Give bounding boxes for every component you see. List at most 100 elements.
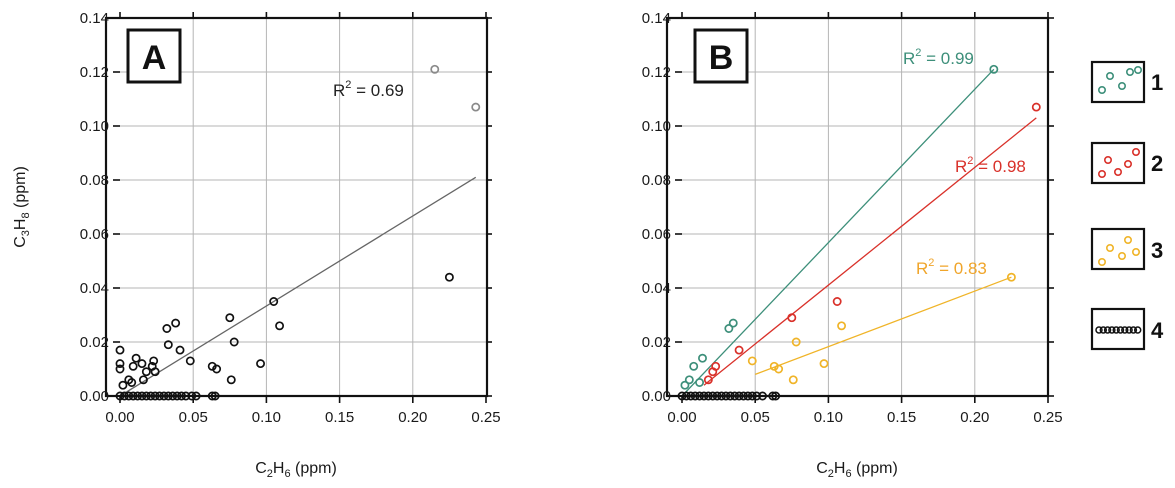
panel-a-ytick-label: 0.08 (80, 172, 109, 189)
legend-marker-3 (1124, 236, 1133, 245)
series-2-point (787, 313, 797, 323)
panel-a-point (225, 313, 235, 323)
legend-marker-2 (1124, 160, 1133, 169)
panel-a-point (115, 345, 125, 355)
legend-marker-2 (1114, 168, 1123, 177)
panel-a-xtick-label: 0.00 (105, 409, 134, 426)
panel-a-point (226, 375, 236, 385)
legend-marker-2 (1104, 156, 1113, 165)
panel-a-point (118, 380, 128, 390)
series-2-point (734, 345, 744, 355)
panel-a-point (115, 364, 125, 374)
panel-b-ytick-label: 0.04 (642, 280, 671, 297)
series-3-point (819, 359, 829, 369)
legend-swatch-1 (1098, 66, 1143, 95)
panel-a-point (150, 367, 160, 377)
legend-marker-3 (1106, 244, 1115, 253)
panel-a-point (137, 359, 147, 369)
panel-a-r2: R2 = 0.69 (333, 79, 404, 100)
legend-marker-4 (1112, 326, 1120, 334)
series-1-point (989, 64, 999, 74)
legend-marker-1 (1126, 68, 1135, 77)
panel-a-xtick-label: 0.20 (398, 409, 427, 426)
panel-a-point (185, 356, 195, 366)
panel-b-xtick-label: 0.05 (741, 409, 770, 426)
legend-swatch-4 (1095, 326, 1142, 334)
series-2-r2: R2 = 0.98 (955, 155, 1026, 176)
series-2-point (1031, 102, 1041, 112)
series-2-point (703, 375, 713, 385)
panel-a-point (212, 364, 222, 374)
series-3-point (791, 337, 801, 347)
panel-b-points (677, 64, 1041, 401)
panel-b-ytick-label: 0.06 (642, 226, 671, 243)
panel-b-xtick-label: 0.25 (1033, 409, 1062, 426)
panel-a-ytick-label: 0.00 (80, 388, 109, 405)
series-1-point (695, 378, 705, 387)
panel-a-ytick-label: 0.02 (80, 334, 109, 351)
series-3-point (788, 375, 798, 385)
panel-b-frame (665, 16, 1050, 398)
panel-a-point (131, 353, 141, 363)
panel-a-point-outlier (471, 102, 481, 112)
legend-marker-1 (1118, 82, 1127, 91)
panel-a-point (149, 356, 159, 366)
panel-a-point (229, 337, 239, 347)
panel-b-xtick-label: 0.20 (960, 409, 989, 426)
panel-a-point (115, 359, 125, 369)
panel-b-ytick-label: 0.12 (642, 64, 671, 81)
series-2-fit-line (703, 117, 1037, 386)
panel-a-xtick-label: 0.25 (471, 409, 500, 426)
panel-a-point (128, 361, 138, 371)
panel-a-frame (104, 16, 489, 398)
panel-b-xtick-label: 0.15 (887, 409, 916, 426)
panel-b-label-box: B (693, 28, 749, 84)
panel-a-point (175, 345, 185, 355)
legend-marker-2 (1132, 148, 1141, 157)
panel-b-ticks: 0.00 0.05 0.10 0.15 0.20 0.25 0.00 0.02 0.04 0.06… (642, 10, 1063, 426)
legend-marker-4 (1133, 326, 1142, 334)
panel-a-ytick-label: 0.10 (80, 118, 109, 135)
panel-a-ytick-label: 0.06 (80, 226, 109, 243)
panel-a-label-box: A (126, 28, 182, 84)
legend-swatch-2 (1098, 148, 1141, 179)
series-3-point (1006, 272, 1016, 282)
panel-a-point (256, 359, 265, 369)
panel-a-letter: A (142, 39, 167, 77)
panel-b-xtick-label: 0.00 (667, 409, 696, 426)
panel-b-ytick-label: 0.14 (642, 10, 671, 27)
panel-a-grid (120, 18, 486, 396)
legend-label-3: 3 (1151, 238, 1163, 263)
legend-marker-4 (1121, 326, 1129, 334)
legend-marker-4 (1095, 326, 1103, 334)
legend-item-4: 4 (1090, 307, 1164, 351)
legend-marker-1 (1098, 86, 1107, 95)
legend-swatch-3 (1098, 236, 1141, 266)
panel-b-ytick-label: 0.10 (642, 118, 671, 135)
series-3-point (774, 364, 784, 374)
panel-b-xtick-label: 0.10 (814, 409, 843, 426)
legend-item-1: 1 (1090, 60, 1163, 104)
series-1-point (728, 318, 738, 328)
legend-marker-4 (1099, 326, 1108, 334)
series-3-point (747, 356, 757, 366)
legend-marker-3 (1098, 257, 1107, 266)
panel-a-ytick-label: 0.14 (80, 10, 109, 27)
panel-a-point (269, 297, 279, 306)
series-3-point (837, 321, 847, 331)
legend-label-2: 2 (1151, 151, 1163, 176)
legend-marker-1 (1134, 66, 1143, 75)
panel-a-point (444, 272, 454, 282)
legend-marker-2 (1098, 170, 1107, 179)
panel-a-point (162, 324, 172, 333)
series-1-point (684, 375, 694, 385)
panel-a-point (275, 321, 285, 331)
panel-a-ytick-label: 0.04 (80, 280, 109, 297)
panel-b-ytick-label: 0.08 (642, 172, 671, 189)
panel-a-point (141, 367, 151, 377)
panel-a-point (138, 375, 148, 385)
legend-item-2: 2 (1090, 141, 1163, 185)
series-1-point (698, 353, 707, 363)
series-2-point (832, 297, 842, 306)
